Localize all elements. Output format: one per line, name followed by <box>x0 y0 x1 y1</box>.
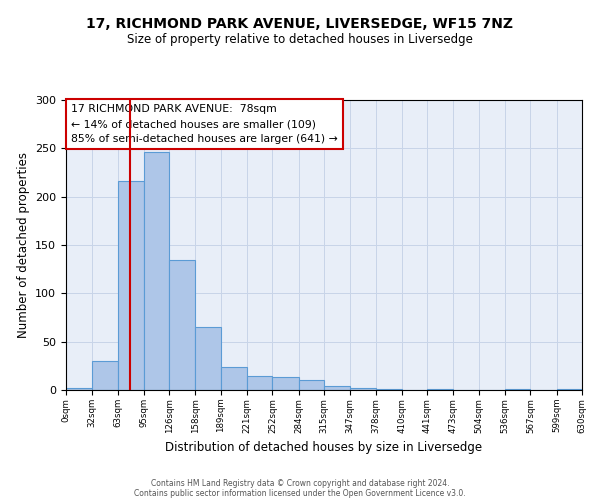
Bar <box>144 152 169 390</box>
Text: Contains public sector information licensed under the Open Government Licence v3: Contains public sector information licen… <box>134 488 466 498</box>
Text: 17 RICHMOND PARK AVENUE:  78sqm
← 14% of detached houses are smaller (109)
85% o: 17 RICHMOND PARK AVENUE: 78sqm ← 14% of … <box>71 104 338 144</box>
Bar <box>427 389 454 390</box>
Bar <box>66 388 92 390</box>
Text: Size of property relative to detached houses in Liversedge: Size of property relative to detached ho… <box>127 32 473 46</box>
Bar <box>196 327 221 390</box>
Bar <box>272 378 299 390</box>
Bar <box>299 380 324 390</box>
Text: 17, RICHMOND PARK AVENUE, LIVERSEDGE, WF15 7NZ: 17, RICHMOND PARK AVENUE, LIVERSEDGE, WF… <box>86 18 514 32</box>
Bar <box>350 388 376 390</box>
Bar <box>118 181 144 390</box>
Bar <box>324 386 350 390</box>
X-axis label: Distribution of detached houses by size in Liversedge: Distribution of detached houses by size … <box>166 441 482 454</box>
Text: Contains HM Land Registry data © Crown copyright and database right 2024.: Contains HM Land Registry data © Crown c… <box>151 478 449 488</box>
Bar <box>557 389 582 390</box>
Y-axis label: Number of detached properties: Number of detached properties <box>17 152 29 338</box>
Bar <box>505 389 530 390</box>
Bar <box>169 260 196 390</box>
Bar <box>92 361 118 390</box>
Bar <box>376 389 402 390</box>
Bar <box>221 367 247 390</box>
Bar <box>247 376 272 390</box>
